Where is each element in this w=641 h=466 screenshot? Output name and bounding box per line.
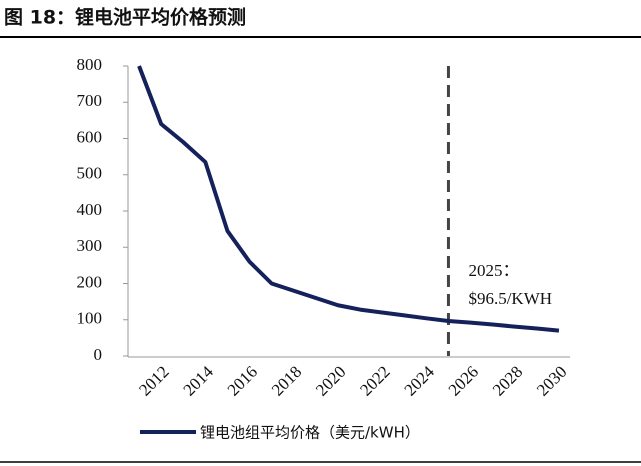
x-tick-label: 2022 <box>356 362 393 399</box>
legend-label: 锂电池组平均价格（美元/kWH） <box>200 424 420 442</box>
chart-title: 图 18：锂电池平均价格预测 <box>4 6 246 29</box>
y-tick-label: 500 <box>77 164 103 183</box>
y-tick-label: 400 <box>77 200 103 219</box>
x-tick-label: 2012 <box>135 362 172 399</box>
annotation: $96.5/KWH <box>468 289 552 308</box>
x-tick-label: 2030 <box>533 362 570 399</box>
x-tick-label: 2028 <box>489 362 526 399</box>
x-tick-label: 2018 <box>268 362 305 399</box>
x-tick-label: 2014 <box>179 362 217 400</box>
y-tick-label: 100 <box>77 309 103 328</box>
annotation: 2025： <box>468 261 519 280</box>
y-tick-label: 300 <box>77 236 103 255</box>
y-tick-label: 800 <box>77 55 103 74</box>
x-tick-label: 2020 <box>312 362 349 399</box>
line-series <box>137 65 560 333</box>
x-tick-label: 2016 <box>224 362 261 399</box>
y-tick-label: 0 <box>94 345 103 364</box>
x-tick-label: 2024 <box>400 362 438 400</box>
y-tick-label: 600 <box>77 127 103 146</box>
y-tick-label: 700 <box>77 91 103 110</box>
x-tick-label: 2026 <box>445 362 482 399</box>
y-tick-label: 200 <box>77 272 103 291</box>
